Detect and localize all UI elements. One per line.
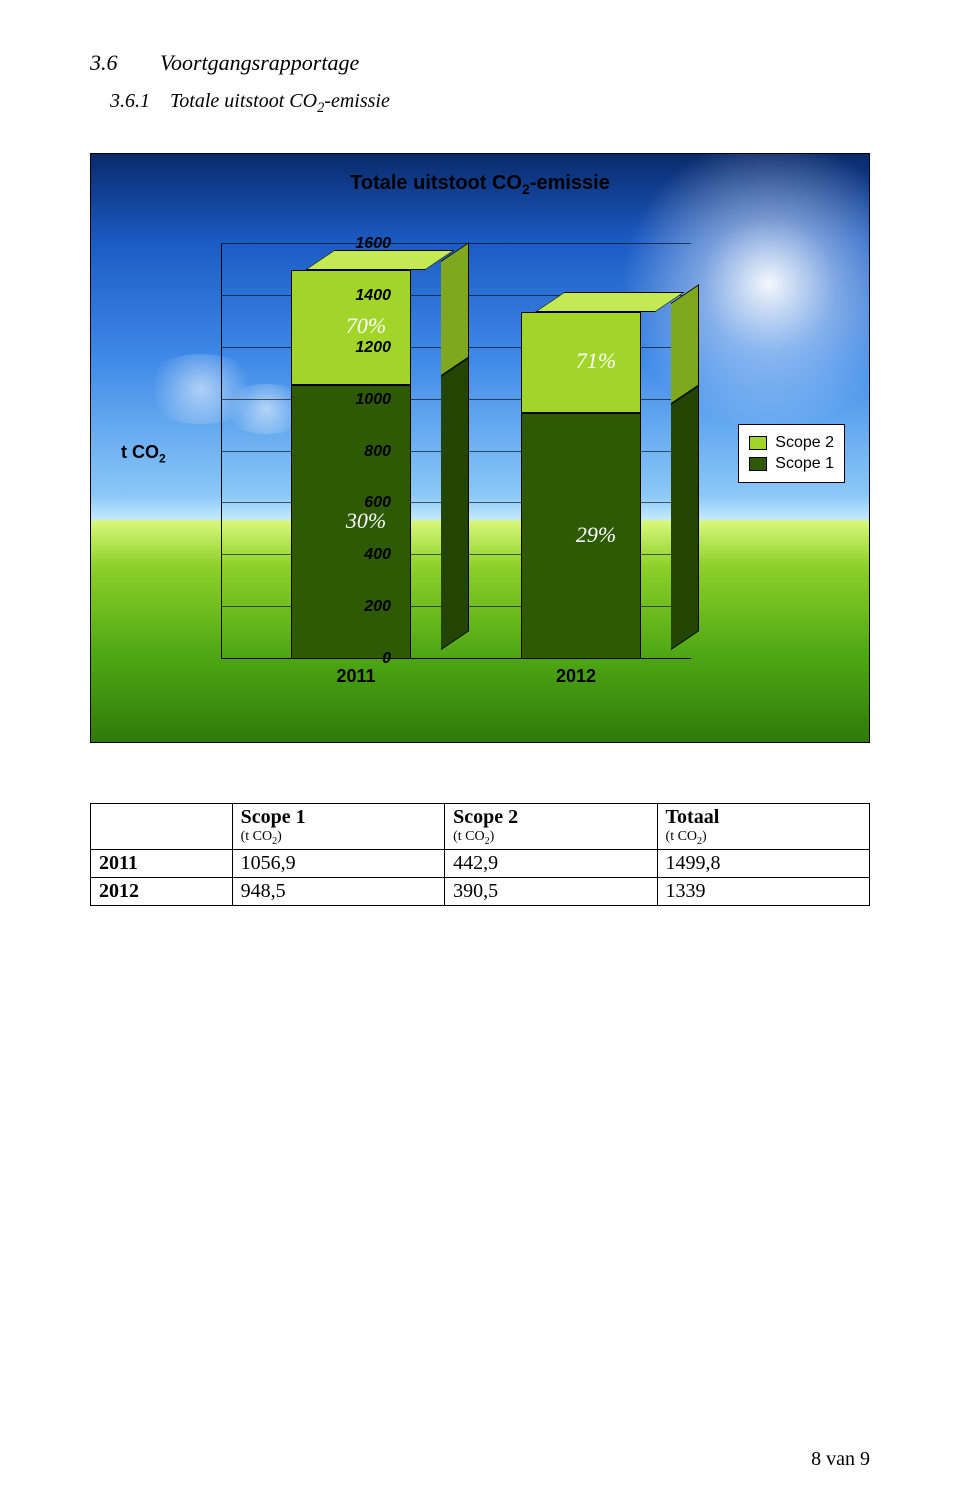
chart-title-prefix: Totale uitstoot CO bbox=[350, 172, 522, 194]
y-axis-label: t CO2 bbox=[121, 442, 166, 466]
subsection-number: 3.6.1 bbox=[110, 90, 170, 113]
table-cell-total: 1499,8 bbox=[657, 849, 869, 877]
bar-scope2-side bbox=[671, 284, 699, 404]
y-tick-label: 200 bbox=[331, 598, 391, 616]
table-cell-year: 2012 bbox=[91, 877, 233, 905]
table-header-scope1-unit: (t CO2) bbox=[241, 829, 436, 847]
bar-group-2012: 29% 71% bbox=[521, 312, 671, 659]
table-header-scope1: Scope 1 (t CO2) bbox=[232, 804, 444, 850]
section-number: 3.6 bbox=[90, 50, 160, 76]
legend-swatch-scope2 bbox=[749, 436, 767, 450]
page-number: 8 van 9 bbox=[811, 1448, 870, 1471]
subsection-title-suffix: -emissie bbox=[324, 90, 390, 112]
x-category-label: 2012 bbox=[556, 666, 596, 687]
legend-swatch-scope1 bbox=[749, 457, 767, 471]
x-category-label: 2011 bbox=[336, 666, 375, 687]
table-header-scope2-label: Scope 2 bbox=[453, 806, 518, 828]
table-cell-scope1: 1056,9 bbox=[232, 849, 444, 877]
table-header-empty bbox=[91, 804, 233, 850]
chart-title-suffix: -emissie bbox=[530, 172, 610, 194]
table-header-row: Scope 1 (t CO2) Scope 2 (t CO2) Totaal (… bbox=[91, 804, 870, 850]
y-axis-label-prefix: t CO bbox=[121, 442, 159, 462]
bar-pct-label-scope1: 29% bbox=[576, 522, 616, 548]
legend-label-scope2: Scope 2 bbox=[775, 434, 834, 452]
chart-legend: Scope 2 Scope 1 bbox=[738, 424, 845, 483]
legend-label-scope1: Scope 1 bbox=[775, 455, 834, 473]
table-header-scope1-label: Scope 1 bbox=[241, 806, 306, 828]
subsection-title-prefix: Totale uitstoot CO bbox=[170, 90, 317, 112]
table-cell-total: 1339 bbox=[657, 877, 869, 905]
table-cell-scope2: 390,5 bbox=[445, 877, 657, 905]
gridline bbox=[221, 243, 691, 244]
table-header-scope2-unit: (t CO2) bbox=[453, 829, 648, 847]
y-tick-label: 800 bbox=[331, 443, 391, 461]
table-cell-scope2: 442,9 bbox=[445, 849, 657, 877]
table-header-total-unit: (t CO2) bbox=[666, 829, 861, 847]
chart-title-sub: 2 bbox=[522, 181, 530, 197]
y-tick-label: 600 bbox=[331, 494, 391, 512]
bar-scope1-side bbox=[671, 385, 699, 650]
emission-table: Scope 1 (t CO2) Scope 2 (t CO2) Totaal (… bbox=[90, 803, 870, 906]
y-axis-label-sub: 2 bbox=[159, 452, 166, 466]
y-tick-label: 1000 bbox=[331, 391, 391, 409]
bar-scope1-side bbox=[441, 357, 469, 650]
table-cell-year: 2011 bbox=[91, 849, 233, 877]
y-tick-label: 1200 bbox=[331, 339, 391, 357]
table-header-total-label: Totaal bbox=[666, 806, 720, 828]
y-tick-label: 400 bbox=[331, 546, 391, 564]
bar-pct-label-scope2: 70% bbox=[346, 313, 386, 339]
bar-pct-label-scope2: 71% bbox=[576, 348, 616, 374]
table-header-scope2: Scope 2 (t CO2) bbox=[445, 804, 657, 850]
subsection-title: Totale uitstoot CO2-emissie bbox=[170, 90, 390, 117]
table-cell-scope1: 948,5 bbox=[232, 877, 444, 905]
chart-title: Totale uitstoot CO2-emissie bbox=[91, 172, 869, 197]
y-tick-label: 1600 bbox=[331, 235, 391, 253]
bar-scope2-side bbox=[441, 242, 469, 376]
subsection-heading: 3.6.1 Totale uitstoot CO2-emissie bbox=[110, 90, 870, 117]
table-row: 2012 948,5 390,5 1339 bbox=[91, 877, 870, 905]
section-heading: 3.6 Voortgangsrapportage bbox=[90, 50, 870, 76]
section-title: Voortgangsrapportage bbox=[160, 50, 359, 76]
emission-chart: Totale uitstoot CO2-emissie t CO2 30%70%… bbox=[90, 153, 870, 743]
table-row: 2011 1056,9 442,9 1499,8 bbox=[91, 849, 870, 877]
plot-area: 30%70%29%71% bbox=[221, 244, 691, 659]
legend-item-scope1: Scope 1 bbox=[749, 455, 834, 473]
legend-item-scope2: Scope 2 bbox=[749, 434, 834, 452]
table-header-total: Totaal (t CO2) bbox=[657, 804, 869, 850]
y-tick-label: 1400 bbox=[331, 287, 391, 305]
